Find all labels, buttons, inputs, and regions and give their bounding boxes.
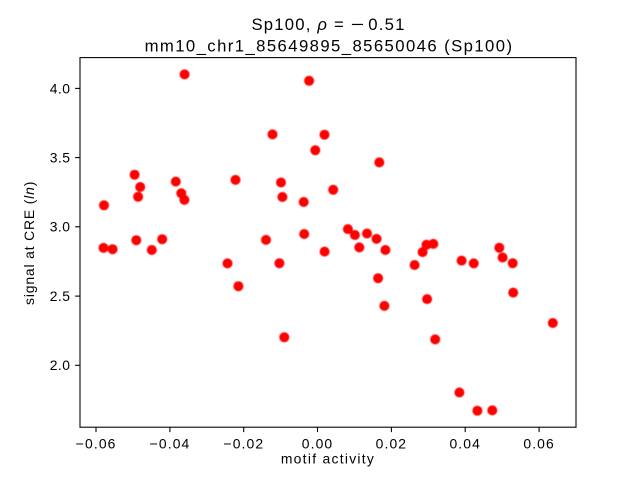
svg-text:0.00: 0.00 <box>302 435 333 451</box>
svg-text:Sp100, ρ = −0.51: Sp100, ρ = −0.51 <box>251 15 405 34</box>
svg-text:4.0: 4.0 <box>50 80 71 96</box>
svg-text:0.02: 0.02 <box>376 435 407 451</box>
svg-text:2.0: 2.0 <box>50 357 71 373</box>
svg-text:3.5: 3.5 <box>50 150 71 166</box>
svg-text:2.5: 2.5 <box>50 288 71 304</box>
svg-text:−0.02: −0.02 <box>223 435 264 451</box>
svg-text:signal at CRE (ln): signal at CRE (ln) <box>21 181 37 305</box>
svg-text:mm10_chr1_85649895_85650046 (S: mm10_chr1_85649895_85650046 (Sp100) <box>145 36 514 55</box>
svg-text:−0.04: −0.04 <box>149 435 190 451</box>
svg-text:−0.06: −0.06 <box>76 435 117 451</box>
svg-text:motif activity: motif activity <box>281 451 375 467</box>
svg-text:0.06: 0.06 <box>523 435 554 451</box>
svg-text:3.0: 3.0 <box>50 219 71 235</box>
svg-text:0.04: 0.04 <box>449 435 480 451</box>
